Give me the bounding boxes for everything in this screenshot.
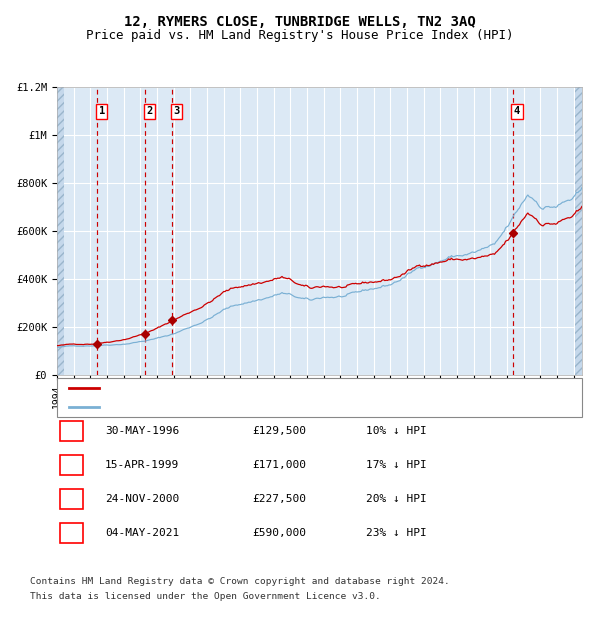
Text: 3: 3: [68, 494, 75, 504]
Text: 20% ↓ HPI: 20% ↓ HPI: [366, 494, 427, 504]
Bar: [57, 87, 64, 375]
Text: 3: 3: [173, 106, 179, 117]
Text: Price paid vs. HM Land Registry's House Price Index (HPI): Price paid vs. HM Land Registry's House …: [86, 29, 514, 42]
Text: This data is licensed under the Open Government Licence v3.0.: This data is licensed under the Open Gov…: [30, 592, 381, 601]
Text: 2: 2: [146, 106, 153, 117]
Text: £227,500: £227,500: [252, 494, 306, 504]
Text: 30-MAY-1996: 30-MAY-1996: [105, 426, 179, 436]
Text: £590,000: £590,000: [252, 528, 306, 538]
Text: 12, RYMERS CLOSE, TUNBRIDGE WELLS, TN2 3AQ: 12, RYMERS CLOSE, TUNBRIDGE WELLS, TN2 3…: [124, 16, 476, 30]
Text: £171,000: £171,000: [252, 460, 306, 470]
Text: 12, RYMERS CLOSE, TUNBRIDGE WELLS, TN2 3AQ (detached house): 12, RYMERS CLOSE, TUNBRIDGE WELLS, TN2 3…: [106, 383, 460, 392]
Text: Contains HM Land Registry data © Crown copyright and database right 2024.: Contains HM Land Registry data © Crown c…: [30, 577, 450, 586]
Bar: [575, 87, 583, 375]
Text: 04-MAY-2021: 04-MAY-2021: [105, 528, 179, 538]
Text: 15-APR-1999: 15-APR-1999: [105, 460, 179, 470]
Text: 23% ↓ HPI: 23% ↓ HPI: [366, 528, 427, 538]
Text: 2: 2: [68, 460, 75, 470]
Text: 1: 1: [98, 106, 105, 117]
Text: HPI: Average price, detached house, Tunbridge Wells: HPI: Average price, detached house, Tunb…: [106, 402, 412, 412]
Text: 17% ↓ HPI: 17% ↓ HPI: [366, 460, 427, 470]
Text: 1: 1: [68, 426, 75, 436]
Text: 10% ↓ HPI: 10% ↓ HPI: [366, 426, 427, 436]
Text: 24-NOV-2000: 24-NOV-2000: [105, 494, 179, 504]
Text: £129,500: £129,500: [252, 426, 306, 436]
Text: 4: 4: [68, 528, 75, 538]
Text: 4: 4: [514, 106, 520, 117]
